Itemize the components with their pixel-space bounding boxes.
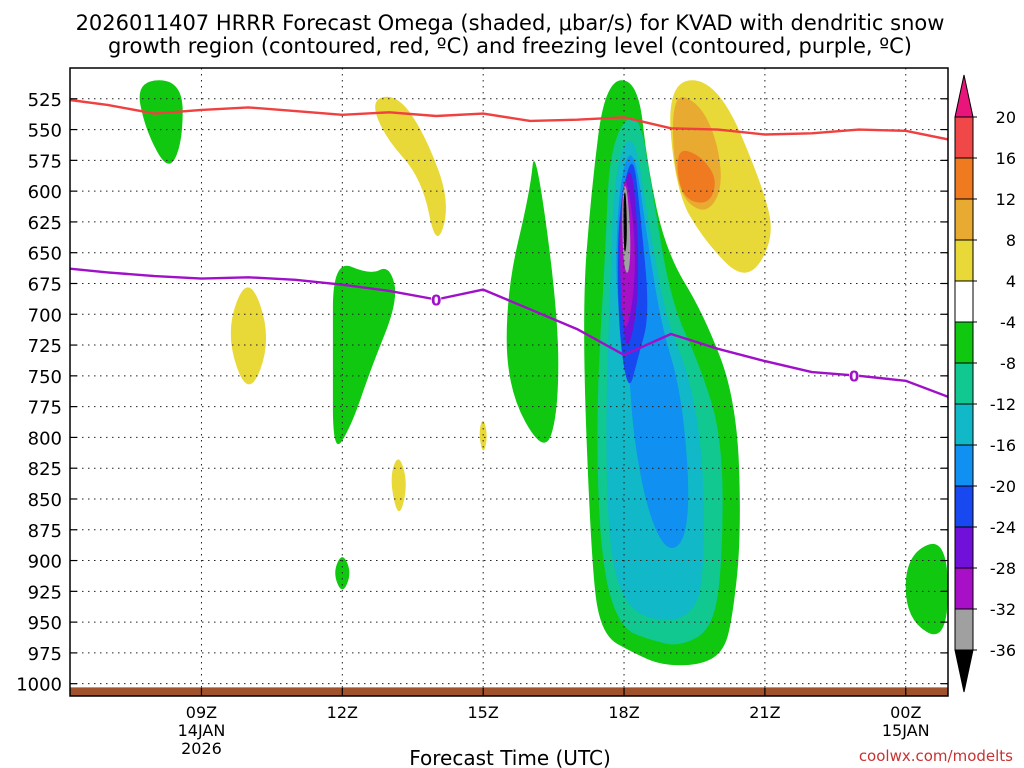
- y-tick-label-1000: 1000: [16, 675, 62, 696]
- y-tick-label-950: 950: [28, 613, 62, 634]
- y-tick-label-575: 575: [28, 151, 62, 172]
- omega-shading: [70, 80, 948, 696]
- freezing-label-0: 0: [431, 291, 441, 309]
- colorbar-label-10: -24: [990, 518, 1016, 537]
- freezing-label-1: 0: [849, 367, 859, 385]
- colorbar-swatch-1: [954, 157, 974, 200]
- omega-region-pos-4-C: [391, 459, 406, 512]
- freezing-label-bg-1: [849, 366, 860, 384]
- y-tick-label-850: 850: [28, 490, 62, 511]
- x-tick-label-12Z: 12Z: [327, 703, 358, 722]
- colorbar-label-1: 16: [996, 149, 1016, 168]
- colorbar-swatch-9: [954, 485, 974, 528]
- freezing-line: [70, 267, 948, 398]
- x-tick-label-15Z: 15Z: [468, 703, 499, 722]
- credit-text: coolwx.com/modelts: [859, 747, 1013, 765]
- colorbar-label-0: 20: [996, 108, 1016, 127]
- y-tick-label-525: 525: [28, 90, 62, 111]
- colorbar-label-12: -32: [990, 600, 1016, 619]
- omega-region-neg-4-D: [506, 161, 559, 443]
- y-tick-label-600: 600: [28, 182, 62, 203]
- colorbar-swatch-5: [954, 321, 974, 364]
- colorbar-swatch-0: [954, 116, 974, 159]
- colorbar: 20 16 12 8 4 -4 -8 -12 -16 -20 -24 -28 -32 -36: [954, 74, 1016, 693]
- y-tick-label-750: 750: [28, 367, 62, 388]
- colorbar-swatch-3: [954, 239, 974, 282]
- x-tick-sub2-09Z: 2026: [181, 739, 222, 758]
- contour-labels: 00: [431, 290, 859, 385]
- y-tick-label-625: 625: [28, 213, 62, 234]
- x-tick-label-21Z: 21Z: [749, 703, 780, 722]
- x-axis-label: Forecast Time (UTC): [409, 746, 611, 768]
- y-tick-label-775: 775: [28, 398, 62, 419]
- dgz-line: [70, 98, 948, 141]
- colorbar-label-8: -16: [990, 436, 1016, 455]
- omega-region-pos-12: [677, 150, 715, 203]
- x-tick-label-00Z: 00Z: [890, 703, 921, 722]
- y-tick-label-700: 700: [28, 305, 62, 326]
- omega-region-pos-4-B: [375, 96, 446, 237]
- colorbar-swatch-6: [954, 362, 974, 405]
- colorbar-label-2: 12: [996, 190, 1016, 209]
- x-tick-sub1-09Z: 14JAN: [178, 721, 226, 740]
- colorbar-swatch-11: [954, 567, 974, 610]
- plot-area: 00: [69, 67, 949, 697]
- colorbar-label-13: -36: [990, 641, 1016, 660]
- y-tick-label-825: 825: [28, 459, 62, 480]
- y-tick-label-675: 675: [28, 274, 62, 295]
- colorbar-bottom-arrow: [954, 649, 974, 693]
- omega-region-neg-4-B: [332, 265, 396, 445]
- chart-title-line2: growth region (contoured, red, ºC) and f…: [108, 34, 912, 58]
- grid-lines: [70, 68, 948, 696]
- y-tick-label-975: 975: [28, 644, 62, 665]
- plot-frame: [69, 67, 949, 697]
- y-tick-label-725: 725: [28, 336, 62, 357]
- colorbar-top-arrow: [954, 74, 974, 118]
- x-tick-sub1-00Z: 15JAN: [882, 721, 930, 740]
- colorbar-swatch-10: [954, 526, 974, 569]
- colorbar-label-5: -4: [1000, 313, 1016, 332]
- colorbar-label-3: 8: [1006, 231, 1016, 250]
- colorbar-label-7: -12: [990, 395, 1016, 414]
- x-tick-label-18Z: 18Z: [608, 703, 639, 722]
- ground-strip: [70, 687, 948, 696]
- colorbar-swatch-7: [954, 403, 974, 446]
- y-tick-label-550: 550: [28, 121, 62, 142]
- colorbar-label-6: -8: [1000, 354, 1016, 373]
- chart-title-line1: 2026011407 HRRR Forecast Omega (shaded, …: [76, 11, 945, 35]
- omega-region-neg-4-E: [905, 543, 948, 635]
- freezing-label-bg-0: [431, 290, 442, 308]
- colorbar-label-11: -28: [990, 559, 1016, 578]
- y-tick-label-925: 925: [28, 582, 62, 603]
- colorbar-label-9: -20: [990, 477, 1016, 496]
- y-tick-label-875: 875: [28, 521, 62, 542]
- omega-region-pos-4-D: [479, 420, 487, 451]
- omega-region-neg-4-A: [139, 80, 183, 164]
- x-tick-label-09Z: 09Z: [186, 703, 217, 722]
- colorbar-swatch-8: [954, 444, 974, 487]
- y-axis: 525 550 575 600 625 650 675 700 725 750 775 800 825 8…: [16, 90, 948, 696]
- colorbar-swatch-2: [954, 198, 974, 241]
- y-tick-label-900: 900: [28, 552, 62, 573]
- omega-region-pos-4-A: [230, 287, 267, 385]
- y-tick-label-650: 650: [28, 244, 62, 265]
- colorbar-swatch-12: [954, 608, 974, 651]
- colorbar-swatch-4: [954, 280, 974, 323]
- colorbar-label-4: 4: [1006, 272, 1016, 291]
- contour-lines: [70, 98, 948, 398]
- y-tick-label-800: 800: [28, 428, 62, 449]
